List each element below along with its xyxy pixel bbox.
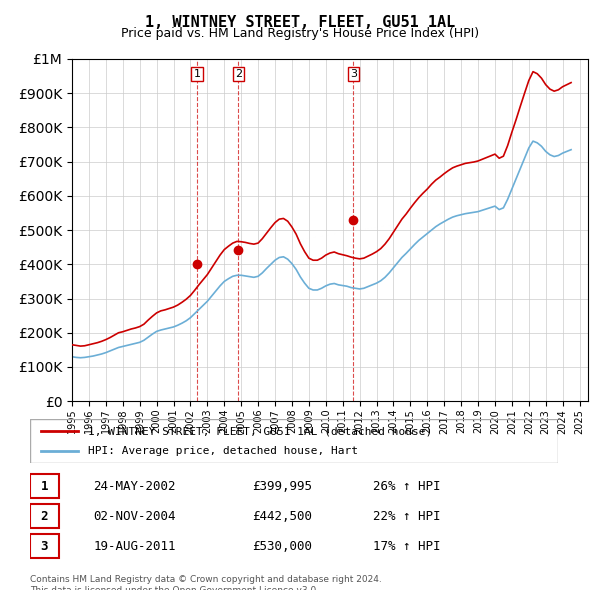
Text: Price paid vs. HM Land Registry's House Price Index (HPI): Price paid vs. HM Land Registry's House … — [121, 27, 479, 40]
Text: 02-NOV-2004: 02-NOV-2004 — [94, 510, 176, 523]
Text: £442,500: £442,500 — [252, 510, 312, 523]
Text: 1, WINTNEY STREET, FLEET, GU51 1AL: 1, WINTNEY STREET, FLEET, GU51 1AL — [145, 15, 455, 30]
Text: 17% ↑ HPI: 17% ↑ HPI — [373, 540, 440, 553]
Text: 3: 3 — [350, 69, 357, 79]
Text: 1, WINTNEY STREET, FLEET, GU51 1AL (detached house): 1, WINTNEY STREET, FLEET, GU51 1AL (deta… — [88, 427, 433, 436]
Text: 2: 2 — [235, 69, 242, 79]
Text: 1: 1 — [41, 480, 48, 493]
Text: £530,000: £530,000 — [252, 540, 312, 553]
Text: HPI: Average price, detached house, Hart: HPI: Average price, detached house, Hart — [88, 446, 358, 455]
Text: £399,995: £399,995 — [252, 480, 312, 493]
Text: Contains HM Land Registry data © Crown copyright and database right 2024.
This d: Contains HM Land Registry data © Crown c… — [30, 575, 382, 590]
Bar — [30, 504, 59, 528]
Bar — [30, 474, 59, 498]
Text: 19-AUG-2011: 19-AUG-2011 — [94, 540, 176, 553]
Bar — [30, 535, 59, 558]
Text: 2: 2 — [41, 510, 48, 523]
Text: 24-MAY-2002: 24-MAY-2002 — [94, 480, 176, 493]
Text: 22% ↑ HPI: 22% ↑ HPI — [373, 510, 440, 523]
Text: 1: 1 — [194, 69, 200, 79]
Text: 3: 3 — [41, 540, 48, 553]
Text: 26% ↑ HPI: 26% ↑ HPI — [373, 480, 440, 493]
